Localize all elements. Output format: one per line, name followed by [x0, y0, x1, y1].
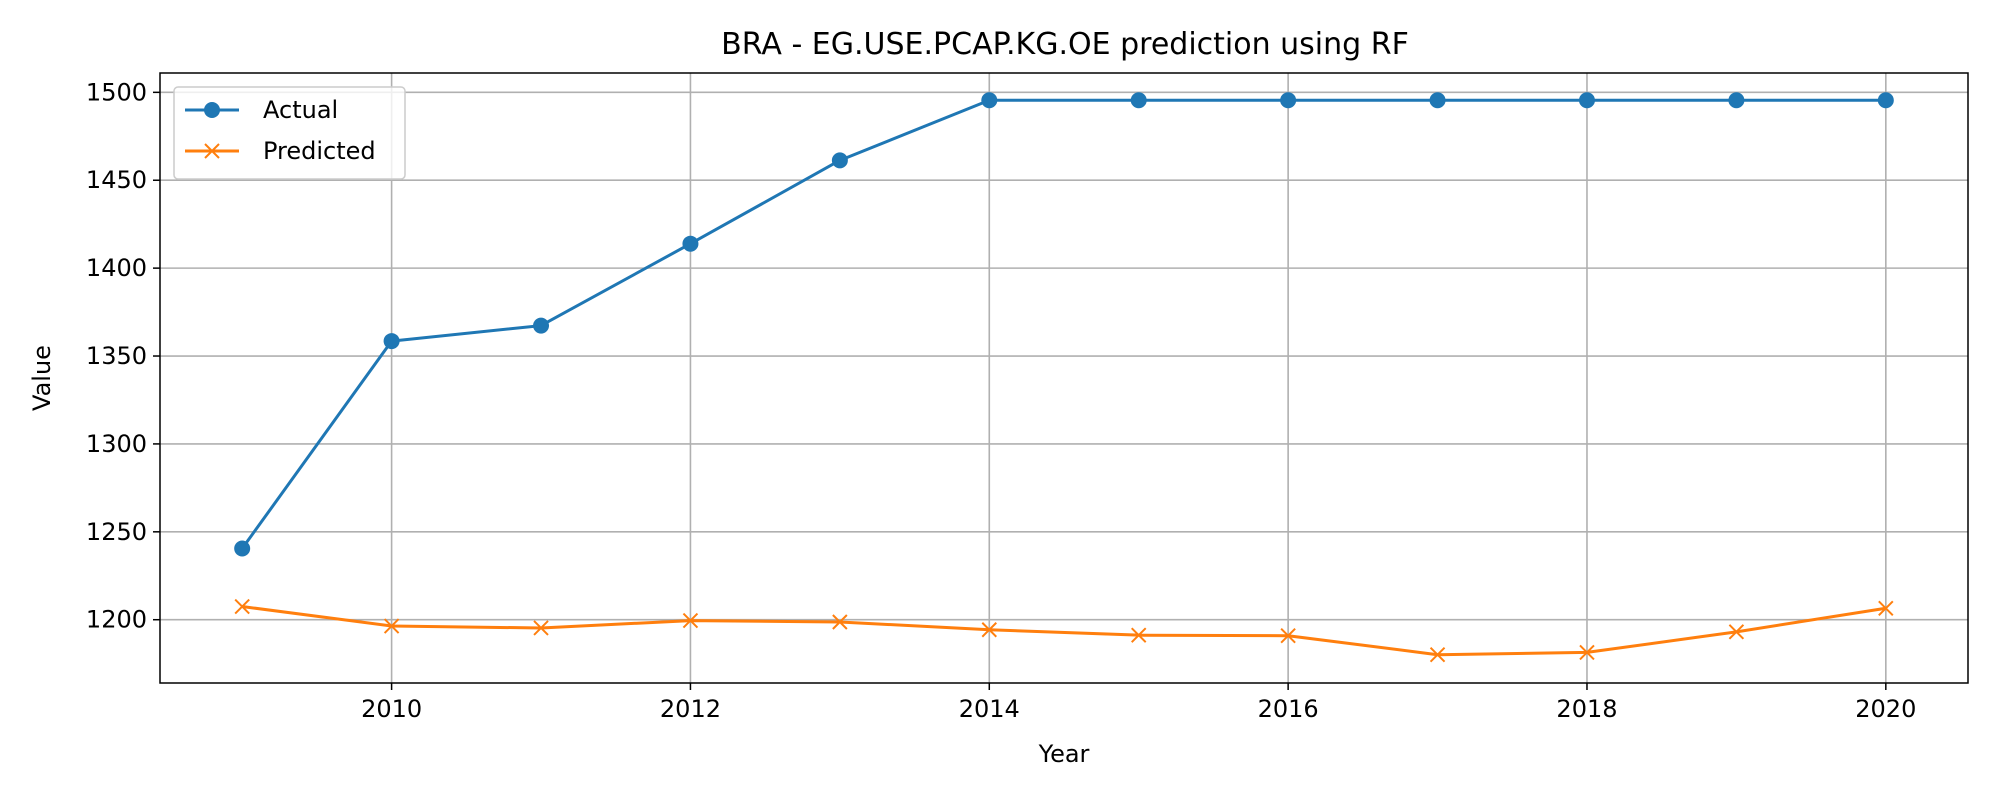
- predicted-point: [383, 618, 400, 634]
- legend-predicted-label: Predicted: [263, 137, 376, 165]
- actual-point: [1728, 92, 1745, 109]
- predicted-point: [1878, 600, 1894, 616]
- actual-point: [682, 235, 699, 252]
- y-tick-label: 1500: [86, 78, 147, 106]
- plot-frame: [159, 72, 1969, 684]
- predicted-point: [981, 622, 997, 638]
- y-tick-label: 1300: [86, 430, 147, 458]
- actual-line: [240, 98, 1886, 550]
- predicted-point: [533, 620, 549, 636]
- x-tick-label: 2010: [361, 695, 422, 723]
- predicted-point: [234, 598, 250, 615]
- x-axis-label: Year: [1038, 740, 1090, 768]
- predicted-point: [1280, 628, 1296, 644]
- y-tick-label: 1350: [86, 342, 147, 370]
- legend-actual-label: Actual: [263, 96, 338, 124]
- predicted-point: [1429, 646, 1446, 663]
- y-tick-label: 1450: [86, 166, 147, 194]
- y-axis-label: Value: [28, 345, 56, 411]
- actual-point: [831, 152, 848, 169]
- actual-point: [981, 92, 998, 109]
- chart-title: BRA - EG.USE.PCAP.KG.OE prediction using…: [721, 27, 1409, 62]
- legend: Actual Predicted: [173, 86, 406, 180]
- x-tick-label: 2012: [660, 695, 721, 723]
- y-tick-label: 1250: [86, 518, 147, 546]
- x-tick-label: 2018: [1556, 695, 1617, 723]
- actual-point: [1578, 92, 1595, 109]
- actual-point: [1130, 92, 1147, 109]
- actual-point: [1429, 92, 1446, 109]
- predicted-point: [1728, 624, 1745, 640]
- actual-point: [1877, 92, 1894, 109]
- series-group: [234, 92, 1894, 663]
- actual-point: [383, 333, 400, 350]
- actual-point: [234, 540, 251, 557]
- legend-actual-marker: [204, 102, 220, 118]
- x-tick-label: 2014: [959, 695, 1020, 723]
- predicted-point: [1579, 644, 1595, 661]
- actual-point: [1280, 92, 1297, 109]
- y-tick-label: 1400: [86, 254, 147, 282]
- predicted-line: [241, 605, 1887, 657]
- predicted-point: [682, 612, 699, 629]
- ticks: 2010 2012 2014 2016 2018 2020 1200 1250 1300 1350…: [86, 78, 1916, 723]
- x-tick-label: 2016: [1258, 695, 1319, 723]
- legend-predicted-marker: [204, 143, 220, 159]
- predicted-point: [832, 614, 848, 630]
- x-tick-label: 2020: [1855, 695, 1916, 723]
- y-tick-label: 1200: [86, 606, 147, 634]
- actual-point: [533, 317, 550, 334]
- grid: [160, 73, 1968, 683]
- predicted-point: [1131, 627, 1147, 643]
